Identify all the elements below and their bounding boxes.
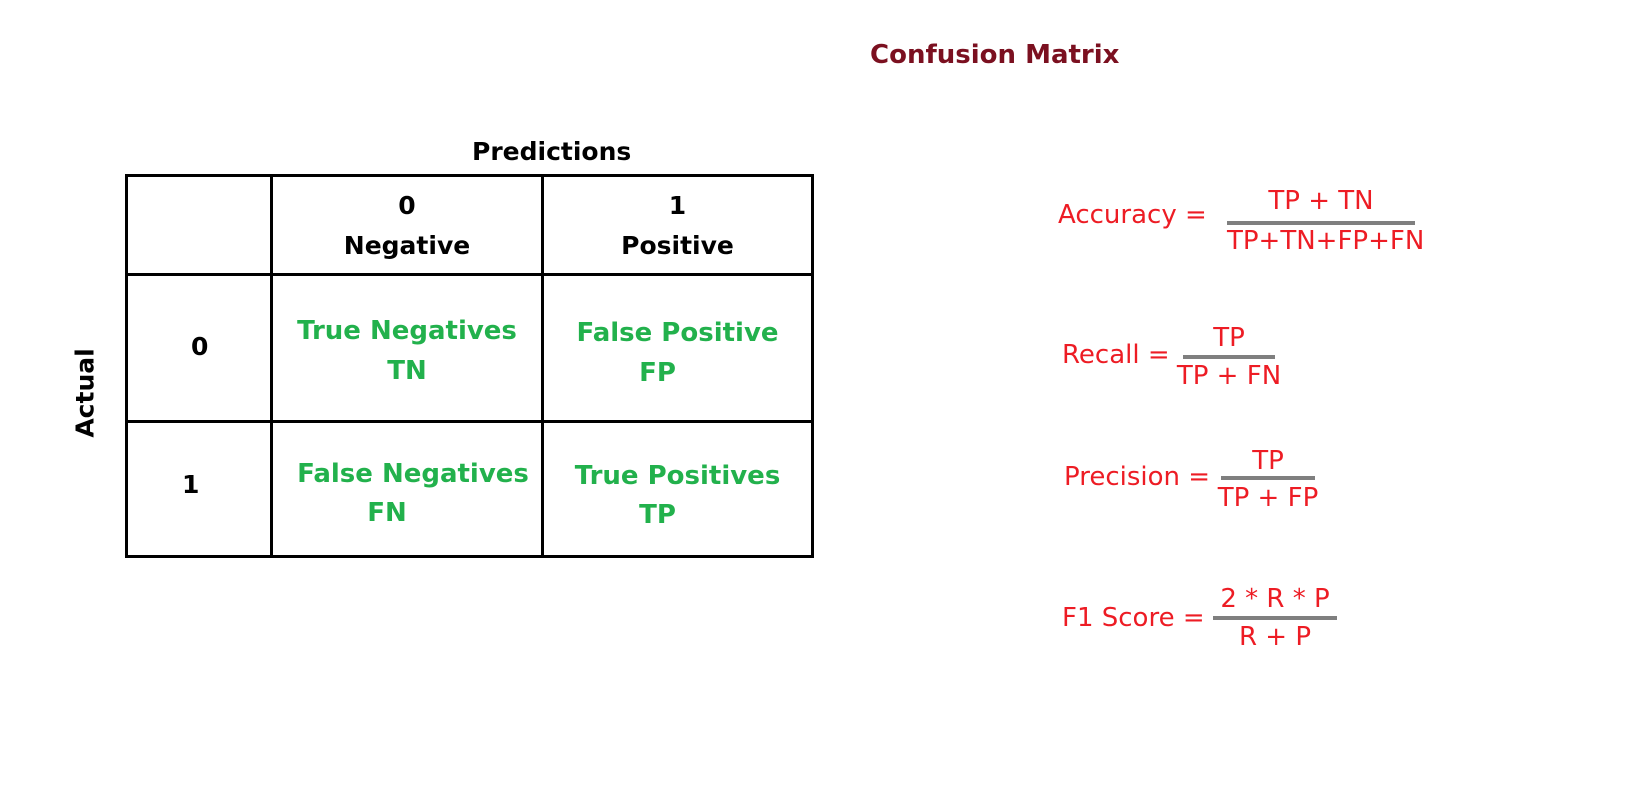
actual-axis-label: Actual [70, 348, 100, 438]
matrix-corner-cell [125, 174, 273, 276]
row-header-0: 0 [125, 273, 273, 423]
recall-label: Recall = [1062, 340, 1170, 370]
column-header-positive: 1 Positive [541, 174, 814, 276]
recall-numerator: TP [1213, 323, 1245, 353]
column-header-label: Positive [621, 231, 734, 260]
row-header-value: 1 [182, 470, 200, 499]
cell-true-positives: True Positives TP [541, 420, 814, 558]
page-title: Confusion Matrix [870, 40, 1120, 70]
precision-denominator: TP + FP [1217, 483, 1319, 513]
precision-numerator: TP [1252, 446, 1284, 476]
cell-abbrev: FP [639, 358, 676, 388]
cell-title: True Positives [574, 461, 781, 491]
cell-title: False Positive [576, 318, 779, 348]
row-header-1: 1 [125, 420, 273, 558]
recall-fraction-bar [1183, 355, 1275, 359]
accuracy-label: Accuracy = [1058, 200, 1207, 230]
accuracy-numerator: TP + TN [1268, 186, 1374, 216]
accuracy-denominator: TP+TN+FP+FN [1227, 226, 1425, 256]
cell-abbrev: FN [367, 498, 407, 528]
column-header-value: 1 [668, 191, 687, 220]
recall-denominator: TP + FN [1176, 361, 1282, 391]
cell-abbrev: TP [639, 500, 676, 530]
precision-label: Precision = [1064, 462, 1211, 492]
f1-score-denominator: R + P [1238, 622, 1312, 652]
cell-false-positive: False Positive FP [541, 273, 814, 423]
precision-fraction-bar [1221, 476, 1315, 480]
accuracy-fraction-bar [1227, 221, 1415, 225]
row-header-value: 0 [191, 332, 209, 361]
column-header-value: 0 [398, 191, 416, 220]
f1-score-numerator: 2 * R * P [1220, 584, 1330, 614]
cell-title: True Negatives [297, 316, 517, 346]
cell-title: False Negatives [297, 459, 529, 489]
cell-abbrev: TN [387, 356, 427, 386]
f1-score-fraction-bar [1213, 616, 1337, 620]
f1-score-label: F1 Score = [1062, 603, 1205, 633]
predictions-axis-label: Predictions [472, 137, 632, 166]
column-header-negative: 0 Negative [270, 174, 544, 276]
cell-true-negatives: True Negatives TN [270, 273, 544, 423]
column-header-label: Negative [343, 231, 471, 260]
cell-false-negatives: False Negatives FN [270, 420, 544, 558]
